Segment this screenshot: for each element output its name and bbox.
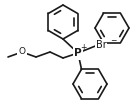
Text: +: +: [80, 43, 86, 52]
Text: −: −: [110, 36, 116, 45]
Text: O: O: [18, 47, 25, 56]
Text: P: P: [74, 48, 82, 58]
Text: Br: Br: [96, 40, 106, 50]
